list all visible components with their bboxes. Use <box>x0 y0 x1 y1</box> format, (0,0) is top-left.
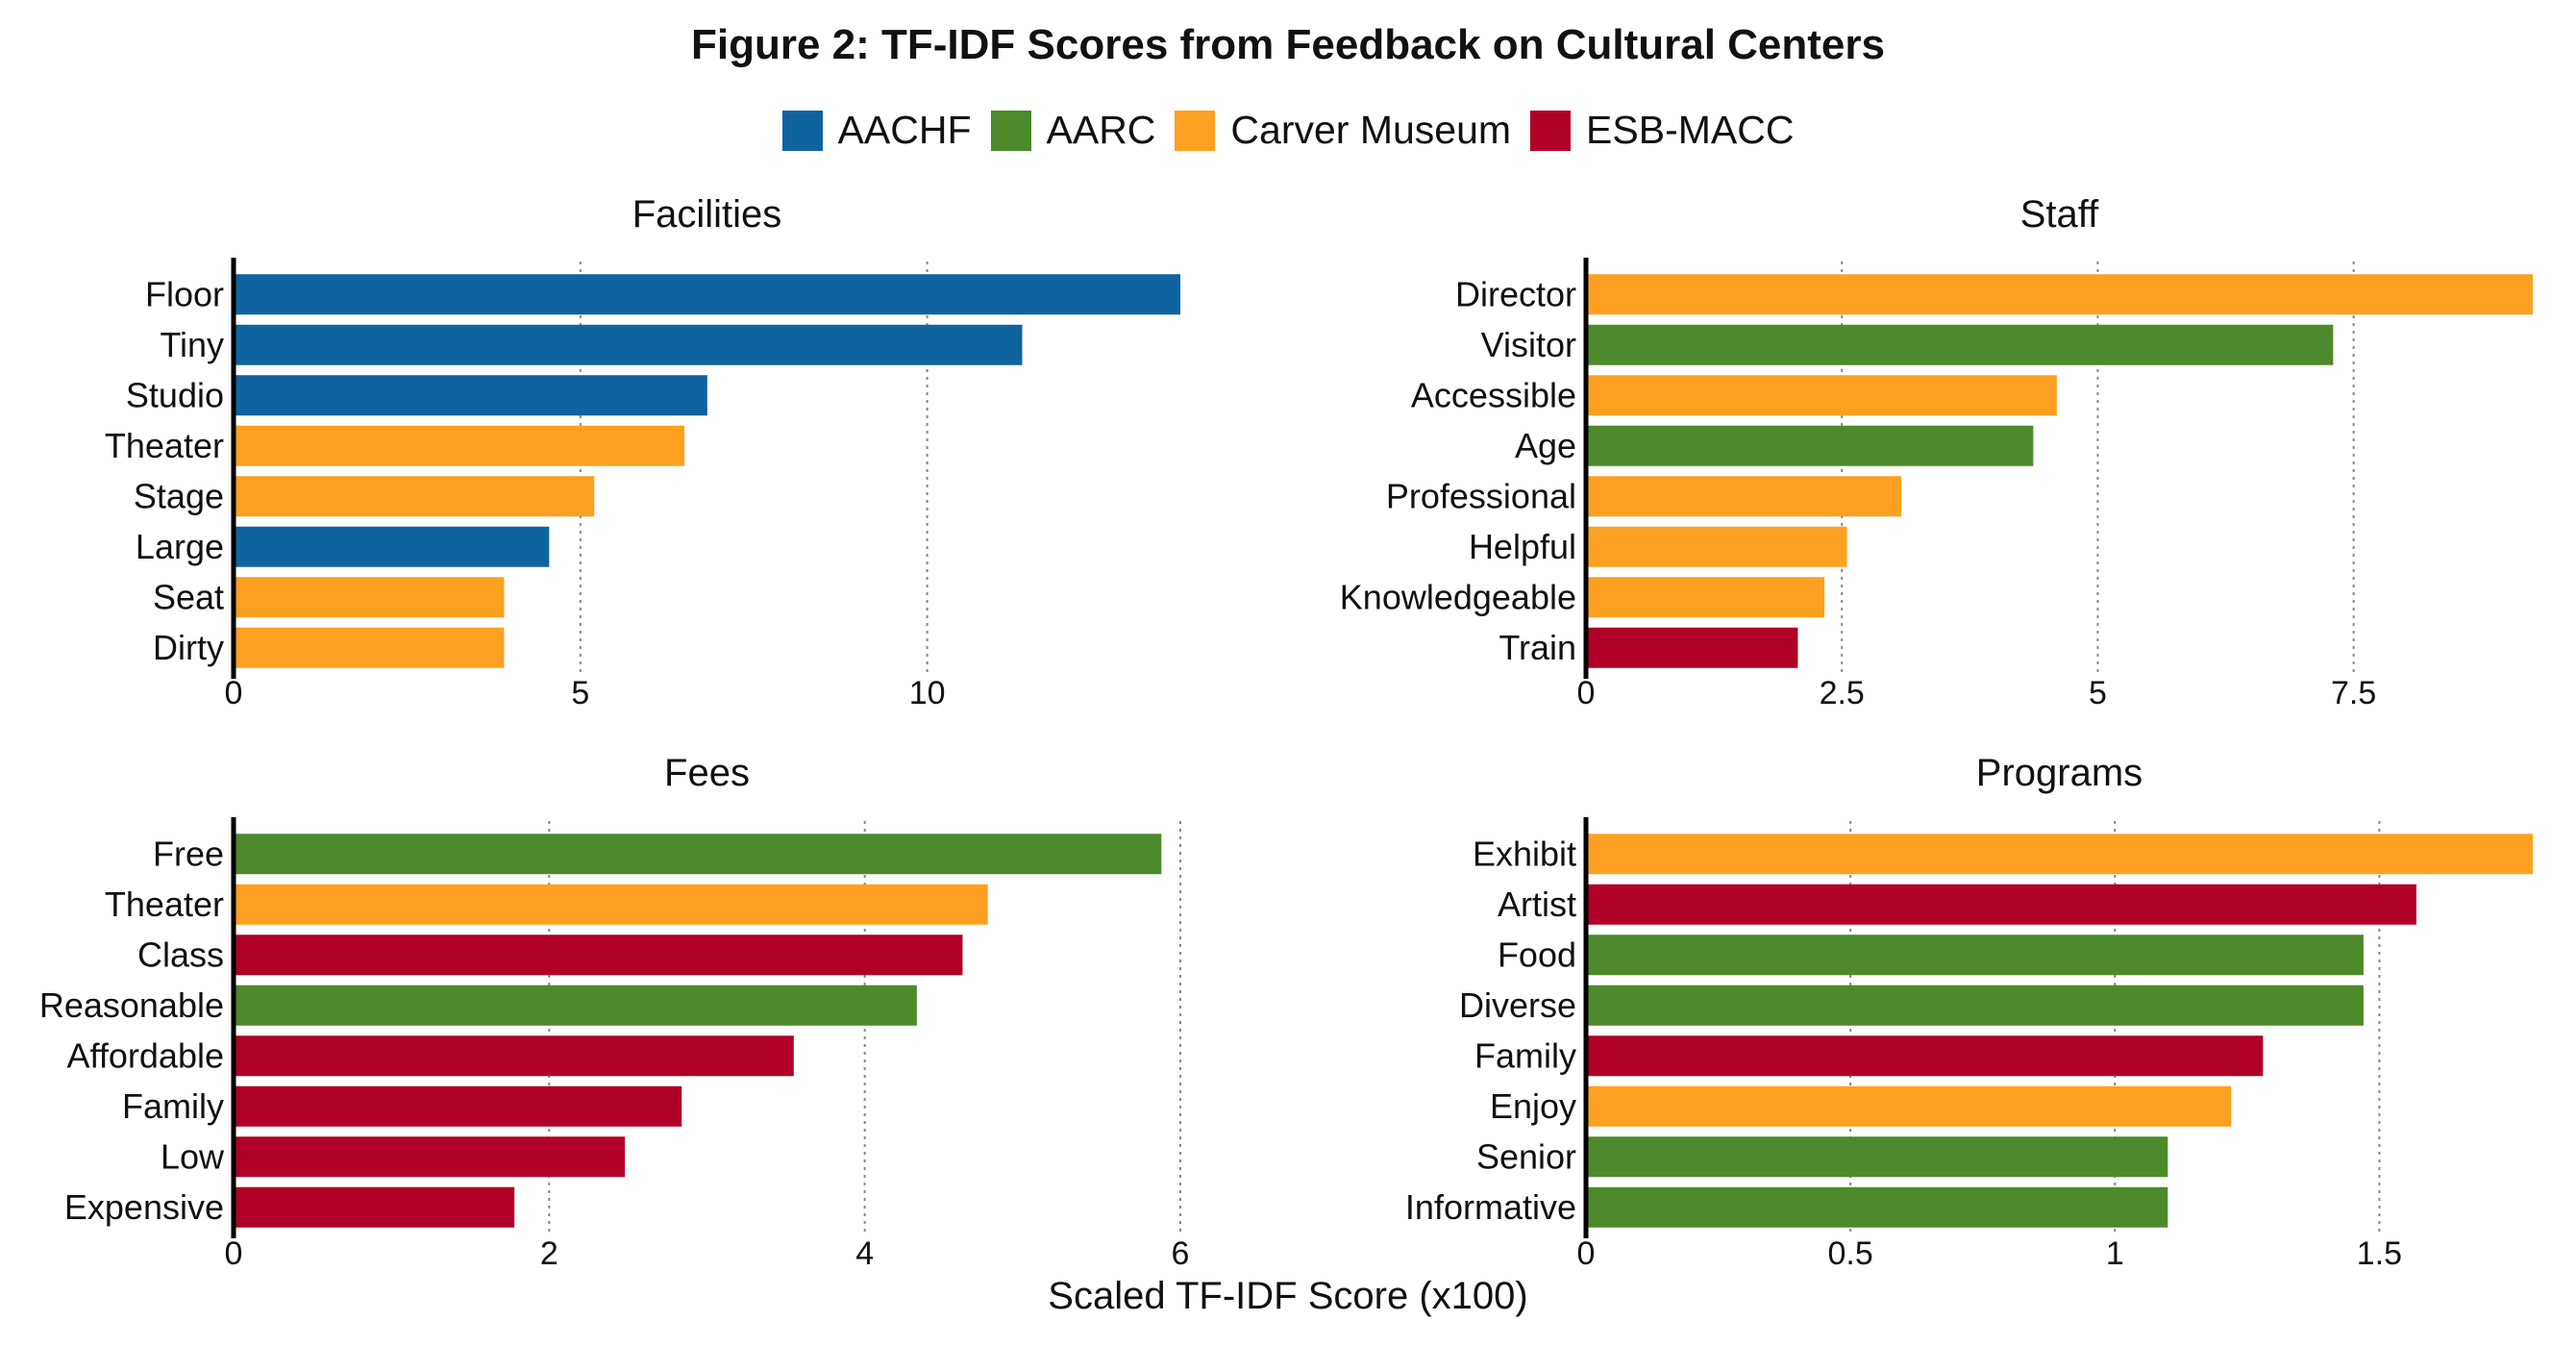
bar-diverse <box>1586 985 2364 1026</box>
category-label: Reasonable <box>39 985 224 1025</box>
category-label: Affordable <box>67 1035 224 1075</box>
category-label: Knowledgeable <box>1340 577 1576 616</box>
category-label: Artist <box>1498 885 1576 924</box>
x-axis-title: Scaled TF-IDF Score (x100) <box>1048 1275 1528 1317</box>
x-tick-label: 4 <box>855 1235 874 1272</box>
x-tick-label: 0 <box>1577 675 1596 711</box>
bar-expensive <box>234 1186 515 1228</box>
bar-food <box>1586 935 2364 976</box>
category-label: Dirty <box>153 628 224 667</box>
category-label: Diverse <box>1459 985 1576 1025</box>
legend-swatch-aarc <box>990 110 1031 151</box>
x-tick-label: 7.5 <box>2331 675 2376 711</box>
category-label: Large <box>136 527 224 566</box>
category-label: Family <box>1474 1035 1576 1075</box>
bar-family <box>234 1085 682 1127</box>
bar-affordable <box>234 1035 794 1077</box>
category-label: Train <box>1499 628 1576 667</box>
bar-visitor <box>1586 324 2334 365</box>
x-tick-label: 6 <box>1172 1235 1190 1272</box>
bar-helpful <box>1586 526 1847 567</box>
bar-low <box>234 1136 626 1178</box>
category-label: Professional <box>1386 476 1576 515</box>
bar-stage <box>234 476 595 517</box>
category-label: Floor <box>145 274 224 313</box>
x-tick-label: 5 <box>571 675 589 711</box>
legend-item-aarc: AARC <box>990 108 1156 153</box>
bar-family <box>1586 1035 2264 1077</box>
legend: AACHF AARC Carver Museum ESB-MACC <box>0 108 2576 153</box>
x-tick-label: 10 <box>909 675 946 711</box>
category-label: Low <box>161 1136 225 1176</box>
legend-swatch-carver-museum <box>1175 110 1216 151</box>
bar-tiny <box>234 324 1023 365</box>
category-label: Exhibit <box>1473 834 1576 873</box>
category-label: Free <box>153 834 224 873</box>
category-label: Food <box>1498 935 1576 974</box>
bar-train <box>1586 627 1798 668</box>
bar-exhibit <box>1586 834 2533 875</box>
bar-seat <box>234 577 505 618</box>
bar-director <box>1586 274 2533 315</box>
panel-title-staff: Staff <box>2020 193 2099 236</box>
x-tick-label: 2 <box>540 1235 558 1272</box>
category-label: Studio <box>126 375 224 414</box>
category-label: Expensive <box>64 1187 224 1227</box>
category-label: Accessible <box>1411 375 1576 414</box>
legend-item-carver-museum: Carver Museum <box>1175 108 1511 153</box>
figure-title: Figure 2: TF-IDF Scores from Feedback on… <box>691 21 1885 68</box>
x-tick-label: 0 <box>225 675 243 711</box>
bar-free <box>234 834 1162 875</box>
bar-floor <box>234 274 1180 315</box>
x-tick-label: 0 <box>1577 1235 1596 1272</box>
legend-swatch-esb-macc <box>1530 110 1572 151</box>
legend-label-aarc: AARC <box>1046 108 1156 152</box>
category-label: Informative <box>1405 1187 1576 1227</box>
category-label: Tiny <box>160 325 224 364</box>
category-label: Helpful <box>1469 527 1576 566</box>
bar-studio <box>234 375 707 416</box>
bar-artist <box>1586 884 2416 925</box>
category-label: Stage <box>134 476 224 515</box>
category-label: Theater <box>105 426 224 465</box>
panel-title-programs: Programs <box>1976 752 2143 794</box>
legend-item-aachf: AACHF <box>781 108 972 153</box>
category-label: Senior <box>1476 1136 1576 1176</box>
bar-dirty <box>234 627 505 668</box>
category-label: Director <box>1455 274 1576 313</box>
panel-title-facilities: Facilities <box>632 193 782 236</box>
legend-label-carver-museum: Carver Museum <box>1230 108 1512 152</box>
category-label: Class <box>137 935 224 974</box>
category-label: Enjoy <box>1490 1086 1576 1126</box>
category-label: Age <box>1515 426 1576 465</box>
legend-swatch-aachf <box>781 110 823 151</box>
category-label: Seat <box>153 577 224 616</box>
legend-label-esb-macc: ESB-MACC <box>1586 108 1795 152</box>
category-label: Family <box>122 1086 224 1126</box>
x-tick-label: 1.5 <box>2357 1235 2402 1272</box>
bar-reasonable <box>234 985 917 1026</box>
bar-class <box>234 935 963 976</box>
x-tick-label: 5 <box>2089 675 2107 711</box>
x-tick-label: 2.5 <box>1820 675 1865 711</box>
bar-professional <box>1586 476 1901 517</box>
legend-label-aachf: AACHF <box>837 108 972 152</box>
bar-informative <box>1586 1186 2168 1228</box>
legend-item-esb-macc: ESB-MACC <box>1530 108 1794 153</box>
category-label: Theater <box>105 885 224 924</box>
bar-theater <box>234 425 685 466</box>
bar-age <box>1586 425 2034 466</box>
bar-large <box>234 526 550 567</box>
bar-senior <box>1586 1136 2168 1178</box>
category-label: Visitor <box>1481 325 1576 364</box>
x-tick-label: 0 <box>225 1235 243 1272</box>
x-tick-label: 0.5 <box>1828 1235 1873 1272</box>
bar-enjoy <box>1586 1085 2232 1127</box>
bar-accessible <box>1586 375 2057 416</box>
bar-knowledgeable <box>1586 577 1825 618</box>
x-tick-label: 1 <box>2106 1235 2124 1272</box>
panel-title-fees: Fees <box>664 752 750 794</box>
bar-theater <box>234 884 988 925</box>
